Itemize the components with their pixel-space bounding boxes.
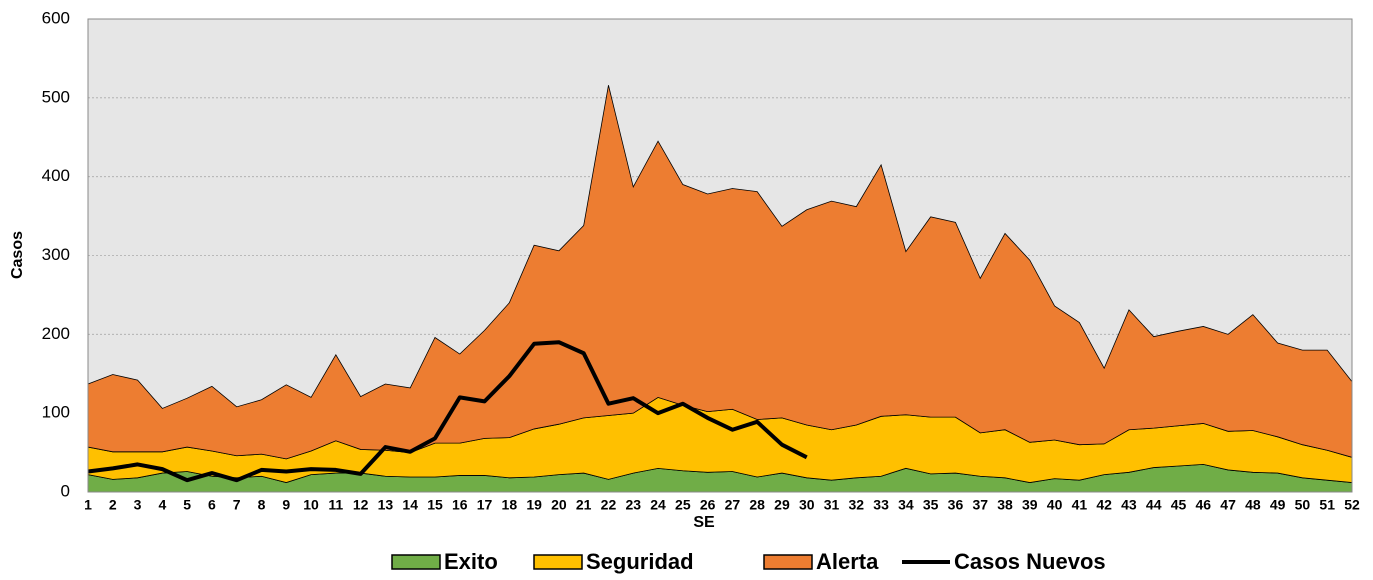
y-axis-label: Casos [9, 231, 26, 279]
x-tick-label: 2 [109, 497, 117, 513]
x-tick-label: 10 [303, 497, 319, 513]
legend-label: Seguridad [586, 549, 694, 574]
x-tick-label: 20 [551, 497, 567, 513]
plot-border [87, 18, 1353, 493]
x-tick-label: 32 [849, 497, 865, 513]
x-tick-label: 17 [477, 497, 493, 513]
legend-swatch [391, 554, 441, 570]
x-tick-label: 23 [625, 497, 641, 513]
x-tick-label: 35 [923, 497, 939, 513]
x-tick-label: 8 [258, 497, 266, 513]
x-tick-label: 15 [427, 497, 443, 513]
x-tick-label: 11 [328, 497, 343, 513]
x-tick-label: 16 [452, 497, 468, 513]
legend-label: Exito [444, 549, 498, 574]
x-tick-label: 25 [675, 497, 691, 513]
x-tick-label: 43 [1121, 497, 1137, 513]
x-tick-label: 47 [1220, 497, 1236, 513]
x-tick-label: 9 [282, 497, 290, 513]
x-tick-label: 19 [526, 497, 542, 513]
legend-label: Alerta [816, 549, 879, 574]
legend-swatch [763, 554, 813, 570]
x-tick-label: 30 [799, 497, 815, 513]
x-tick-label: 6 [208, 497, 216, 513]
legend-label: Casos Nuevos [954, 549, 1106, 574]
y-tick-label: 500 [42, 87, 70, 106]
y-tick-label: 300 [42, 245, 70, 264]
x-tick-label: 40 [1047, 497, 1063, 513]
x-tick-label: 31 [824, 497, 840, 513]
y-tick-label: 200 [42, 324, 70, 343]
x-tick-label: 5 [183, 497, 191, 513]
x-tick-label: 1 [84, 497, 92, 513]
x-tick-label: 22 [601, 497, 617, 513]
x-tick-label: 49 [1270, 497, 1286, 513]
x-tick-label: 36 [948, 497, 964, 513]
y-tick-label: 400 [42, 166, 70, 185]
y-tick-label: 100 [42, 403, 70, 422]
line [87, 340, 808, 483]
x-tick-label: 44 [1146, 497, 1162, 513]
x-tick-label: 48 [1245, 497, 1261, 513]
x-tick-label: 42 [1096, 497, 1112, 513]
x-tick-label: 39 [1022, 497, 1038, 513]
x-tick-label: 21 [576, 497, 592, 513]
x-tick-label: 50 [1295, 497, 1311, 513]
x-tick-label: 3 [134, 497, 142, 513]
x-tick-label: 13 [378, 497, 394, 513]
x-tick-label: 38 [997, 497, 1013, 513]
x-tick-label: 37 [972, 497, 988, 513]
x-tick-label: 12 [353, 497, 369, 513]
y-tick-label: 600 [42, 8, 70, 27]
legend-swatch [533, 554, 583, 570]
x-tick-label: 29 [774, 497, 790, 513]
x-tick-label: 26 [700, 497, 716, 513]
x-tick-label: 18 [502, 497, 518, 513]
x-tick-label: 14 [402, 497, 418, 513]
x-tick-label: 34 [898, 497, 914, 513]
x-axis-label: SE [693, 514, 715, 531]
x-tick-label: 52 [1344, 497, 1360, 513]
x-tick-label: 41 [1072, 497, 1088, 513]
x-tick-label: 45 [1171, 497, 1187, 513]
x-tick-label: 28 [749, 497, 765, 513]
x-tick-label: 27 [725, 497, 741, 513]
x-tick-label: 7 [233, 497, 241, 513]
x-tick-label: 24 [650, 497, 666, 513]
y-tick-label: 0 [61, 481, 70, 500]
x-tick-label: 51 [1319, 497, 1335, 513]
x-tick-label: 46 [1196, 497, 1212, 513]
x-tick-label: 4 [158, 497, 166, 513]
x-tick-label: 33 [873, 497, 889, 513]
